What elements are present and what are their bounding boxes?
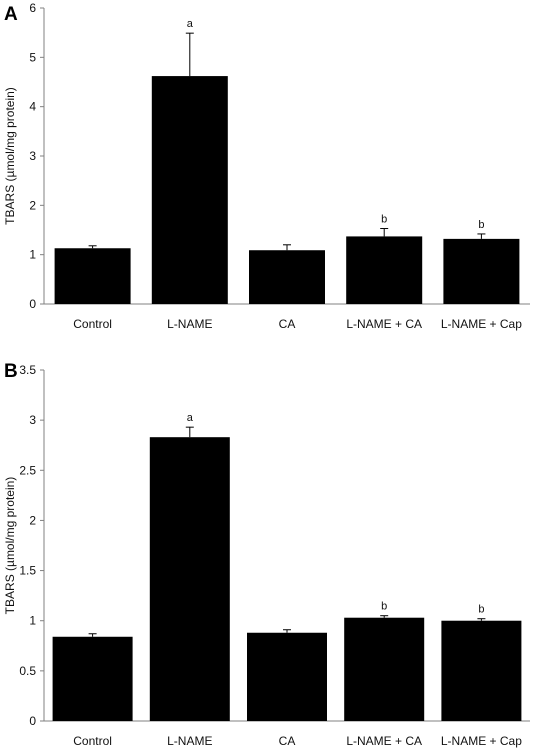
panel-b-category-label: L-NAME + Cap [441, 734, 522, 748]
panel-a-y-tick-label: 4 [29, 100, 36, 114]
panel-b-y-tick-label: 0 [29, 714, 36, 728]
panel-b-significance-label: a [187, 412, 194, 424]
panel-a-y-tick-label: 2 [29, 198, 36, 212]
panel-b-y-axis-title: TBARS (µmol/mg protein) [3, 477, 17, 615]
panel-b-bar [149, 437, 230, 721]
panel-b-label: B [4, 361, 18, 382]
panel-b-category-label: L-NAME + CA [346, 734, 422, 748]
panel-a-bar [151, 76, 228, 304]
panel-a-y-tick-label: 6 [29, 1, 36, 15]
panel-a-y-tick-label: 5 [29, 50, 36, 64]
panel-a-category-label: Control [73, 317, 112, 331]
panel-a-category-label: L-NAME + CA [346, 317, 422, 331]
panel-a-y-tick-label: 1 [29, 248, 36, 262]
panel-b-bar [441, 620, 522, 721]
panel-b-category-label: CA [279, 734, 296, 748]
panel-b-significance-label: b [478, 604, 484, 616]
panel-a-bar [443, 238, 520, 304]
panel-b-y-tick-label: 2.5 [19, 463, 36, 477]
panel-a-significance-label: a [187, 18, 194, 30]
panel-b-y-tick-label: 2 [29, 513, 36, 527]
panel-a-bar [54, 248, 131, 304]
panel-a-y-tick-label: 3 [29, 149, 36, 163]
panel-b-category-label: Control [73, 734, 112, 748]
panel-b-significance-label: b [381, 601, 387, 613]
panel-b-y-tick-label: 1.5 [19, 564, 36, 578]
panel-b-category-label: L-NAME [167, 734, 212, 748]
panel-a-y-tick-label: 0 [29, 297, 36, 311]
panel-a-category-label: L-NAME + Cap [441, 317, 522, 331]
panel-b-y-tick-label: 3.5 [19, 363, 36, 377]
panel-a-significance-label: b [478, 219, 484, 231]
panel-b-y-tick-label: 0.5 [19, 664, 36, 678]
panel-a-category-label: L-NAME [167, 317, 212, 331]
panel-a-y-axis-title: TBARS (µmol/mg protein) [3, 87, 17, 225]
panel-a-bar [346, 236, 423, 304]
panel-b-y-tick-label: 3 [29, 413, 36, 427]
panel-a-label: A [4, 4, 18, 25]
panel-b-bar [344, 617, 425, 721]
panel-a-category-label: CA [279, 317, 296, 331]
panel-a-bar [249, 250, 325, 304]
panel-a-significance-label: b [381, 214, 387, 226]
panel-b-y-tick-label: 1 [29, 614, 36, 628]
panel-b-bar [52, 636, 133, 721]
panel-b-bar [247, 632, 327, 721]
